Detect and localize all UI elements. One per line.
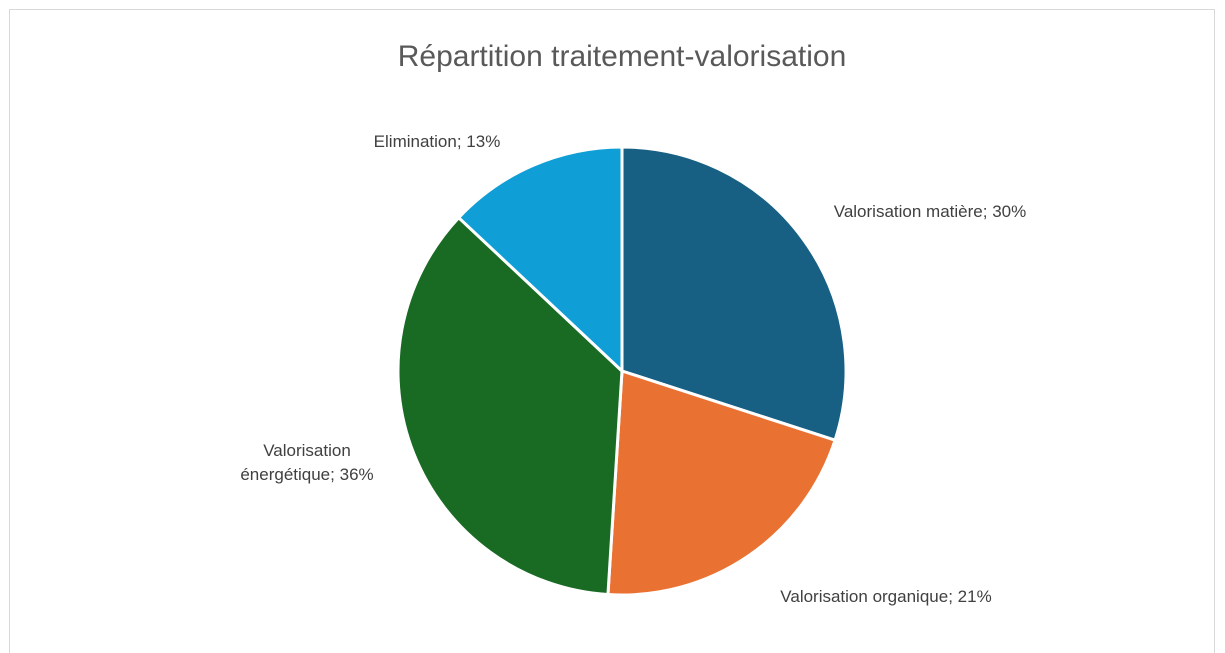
label-separator: ; bbox=[982, 202, 988, 221]
data-label: Valorisation énergétique; 36% bbox=[227, 439, 387, 487]
pie-slice bbox=[606, 368, 837, 597]
pie-slice bbox=[456, 145, 624, 375]
chart-title: Répartition traitement-valorisation bbox=[398, 40, 847, 73]
label-separator: ; bbox=[948, 587, 953, 606]
label-category: Valorisation énergétique bbox=[240, 441, 351, 484]
pie-slice bbox=[396, 215, 624, 597]
pie-slice bbox=[620, 145, 848, 443]
data-label: Elimination; 13% bbox=[317, 130, 557, 154]
data-label: Valorisation organique; 21% bbox=[756, 585, 1016, 609]
chart-border bbox=[9, 9, 1215, 653]
label-category: Valorisation matière bbox=[833, 202, 983, 221]
label-value: 30% bbox=[992, 202, 1027, 221]
label-value: 21% bbox=[957, 587, 992, 606]
label-category: Elimination bbox=[373, 132, 457, 151]
label-separator: ; bbox=[456, 132, 462, 151]
label-separator: ; bbox=[330, 465, 335, 484]
label-value: 36% bbox=[339, 465, 374, 484]
label-category: Valorisation organique bbox=[780, 587, 949, 606]
label-value: 13% bbox=[466, 132, 501, 151]
data-label: Valorisation matière; 30% bbox=[815, 200, 1045, 224]
